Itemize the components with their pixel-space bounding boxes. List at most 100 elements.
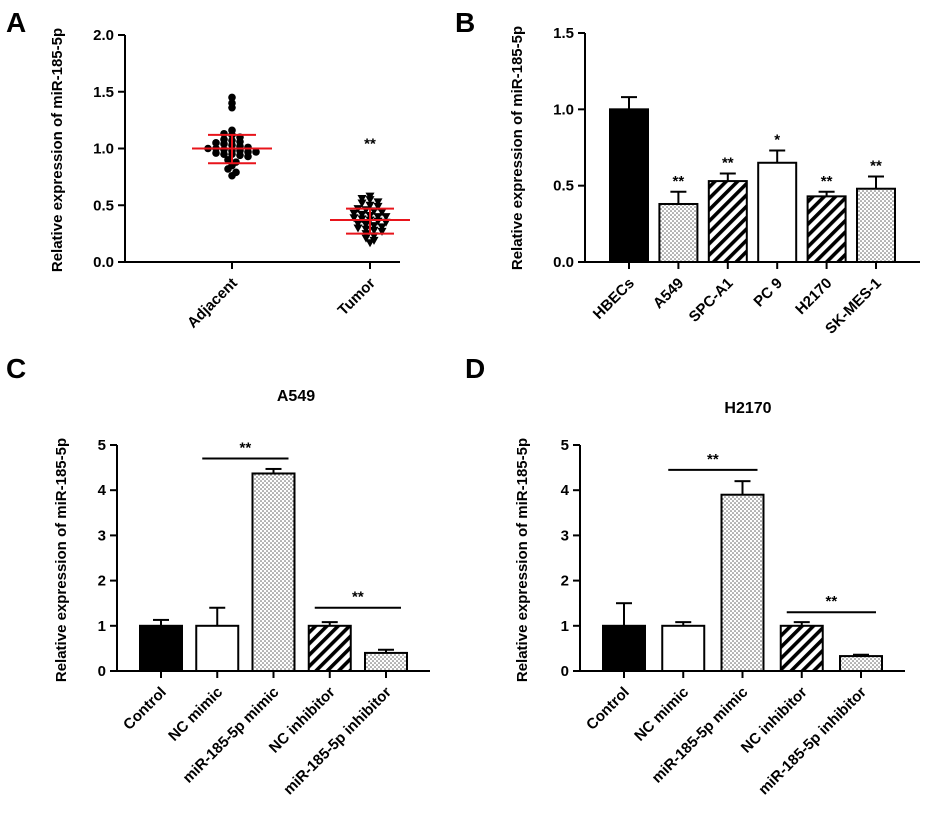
bar bbox=[307, 624, 352, 672]
panel-a: A Relative expression of miR-185-5p 0.0 0… bbox=[6, 7, 410, 332]
data-point-adjacent bbox=[212, 149, 220, 157]
x-category-label: miR-185-5p inhibitor bbox=[755, 684, 870, 799]
bar bbox=[856, 187, 896, 263]
x-category-label: H2170 bbox=[792, 275, 835, 318]
y-tick-label: 0.5 bbox=[553, 178, 574, 195]
y-tick-label: 2.0 bbox=[93, 27, 114, 44]
data-point-adjacent bbox=[224, 156, 232, 164]
data-point-adjacent bbox=[252, 148, 260, 156]
data-point-tumor bbox=[361, 221, 371, 230]
significance-label: ** bbox=[722, 154, 734, 171]
significance-label: ** bbox=[352, 589, 364, 606]
x-category-label: NC mimic bbox=[165, 684, 226, 745]
significance-label: ** bbox=[870, 158, 882, 175]
y-tick-label: 0 bbox=[561, 663, 569, 680]
data-point-adjacent bbox=[228, 103, 236, 112]
significance-label: ** bbox=[364, 136, 376, 153]
data-point-adjacent bbox=[224, 165, 232, 173]
y-tick-label: 3 bbox=[98, 527, 106, 544]
panel-b: B Relative expression of miR-185-5p 0.0 0… bbox=[455, 7, 920, 338]
bar bbox=[364, 651, 408, 672]
data-point-tumor bbox=[369, 226, 379, 235]
y-tick-label: 1 bbox=[98, 618, 106, 635]
bar bbox=[806, 195, 847, 263]
data-point-adjacent bbox=[220, 140, 228, 148]
y-tick-label: 0.0 bbox=[93, 254, 114, 271]
y-tick-label: 2 bbox=[561, 573, 569, 590]
x-category-label: HBECs bbox=[590, 275, 638, 323]
data-point-tumor bbox=[369, 222, 379, 231]
panel-letter-c: C bbox=[6, 353, 26, 384]
x-category-label: Tumor bbox=[335, 275, 379, 319]
significance-label: ** bbox=[821, 173, 833, 190]
bar bbox=[707, 180, 748, 263]
panel-letter-a: A bbox=[6, 7, 26, 38]
bar bbox=[720, 493, 765, 672]
bar bbox=[602, 624, 646, 672]
data-point-tumor bbox=[349, 214, 359, 223]
data-point-adjacent bbox=[212, 139, 220, 147]
data-point-tumor bbox=[361, 225, 371, 234]
y-axis-title-c: Relative expression of miR-185-5p bbox=[53, 438, 70, 682]
data-point-tumor bbox=[365, 201, 375, 210]
y-tick-label: 1 bbox=[561, 618, 569, 635]
data-point-tumor bbox=[349, 209, 359, 218]
y-tick-label: 1.5 bbox=[93, 84, 114, 101]
data-point-tumor bbox=[357, 210, 367, 219]
panel-d: D H2170 Relative expression of miR-185-5… bbox=[465, 353, 905, 798]
data-point-tumor bbox=[377, 208, 387, 217]
data-point-adjacent bbox=[236, 151, 244, 160]
x-category-label: Adjacent bbox=[184, 275, 241, 332]
data-point-tumor bbox=[353, 224, 363, 233]
x-category-label: NC mimic bbox=[631, 684, 692, 745]
bar bbox=[757, 161, 798, 263]
data-point-tumor bbox=[357, 199, 367, 208]
significance-label: ** bbox=[240, 440, 252, 457]
significance-label: ** bbox=[707, 451, 719, 468]
data-point-tumor bbox=[377, 223, 387, 232]
chart-title-d: H2170 bbox=[724, 400, 771, 417]
y-tick-label: 5 bbox=[561, 437, 569, 454]
bar bbox=[661, 624, 706, 672]
y-tick-label: 2 bbox=[98, 573, 106, 590]
data-point-adjacent bbox=[220, 150, 228, 158]
x-category-label: PC 9 bbox=[750, 275, 786, 311]
data-point-tumor bbox=[357, 194, 367, 203]
bar bbox=[609, 108, 649, 264]
bar bbox=[251, 472, 296, 673]
data-point-tumor bbox=[373, 198, 383, 207]
data-point-tumor bbox=[365, 196, 375, 205]
y-tick-label: 1.5 bbox=[553, 25, 574, 42]
data-point-tumor bbox=[373, 202, 383, 211]
x-category-label: miR-185-5p mimic bbox=[180, 684, 283, 787]
bar bbox=[779, 624, 824, 672]
y-axis-title-b: Relative expression of miR-185-5p bbox=[509, 26, 526, 270]
data-point-adjacent bbox=[228, 171, 236, 180]
x-category-label: SPC-A1 bbox=[686, 275, 737, 326]
bar bbox=[139, 624, 183, 672]
data-point-tumor bbox=[369, 236, 379, 245]
y-tick-label: 0.0 bbox=[553, 254, 574, 271]
data-point-tumor bbox=[373, 213, 383, 222]
data-point-tumor bbox=[365, 239, 375, 248]
significance-label: ** bbox=[826, 593, 838, 610]
y-axis-title-a: Relative expression of miR-185-5p bbox=[49, 28, 66, 272]
x-category-label: miR-185-5p inhibitor bbox=[280, 684, 395, 799]
data-point-tumor bbox=[381, 213, 391, 222]
panel-letter-d: D bbox=[465, 353, 485, 384]
x-category-label: Control bbox=[120, 684, 170, 734]
data-point-adjacent bbox=[228, 93, 236, 102]
data-point-tumor bbox=[377, 227, 387, 236]
y-tick-label: 1.0 bbox=[553, 101, 574, 118]
x-category-label: Control bbox=[583, 684, 633, 734]
data-point-tumor bbox=[353, 219, 363, 228]
panel-c: C A549 Relative expression of miR-185-5p… bbox=[6, 353, 430, 798]
significance-label: * bbox=[774, 132, 780, 149]
y-tick-label: 1.0 bbox=[93, 141, 114, 158]
data-point-tumor bbox=[361, 234, 371, 243]
y-axis-title-d: Relative expression of miR-185-5p bbox=[514, 438, 531, 682]
y-tick-label: 3 bbox=[561, 527, 569, 544]
y-tick-label: 4 bbox=[561, 482, 570, 499]
significance-label: ** bbox=[673, 173, 685, 190]
